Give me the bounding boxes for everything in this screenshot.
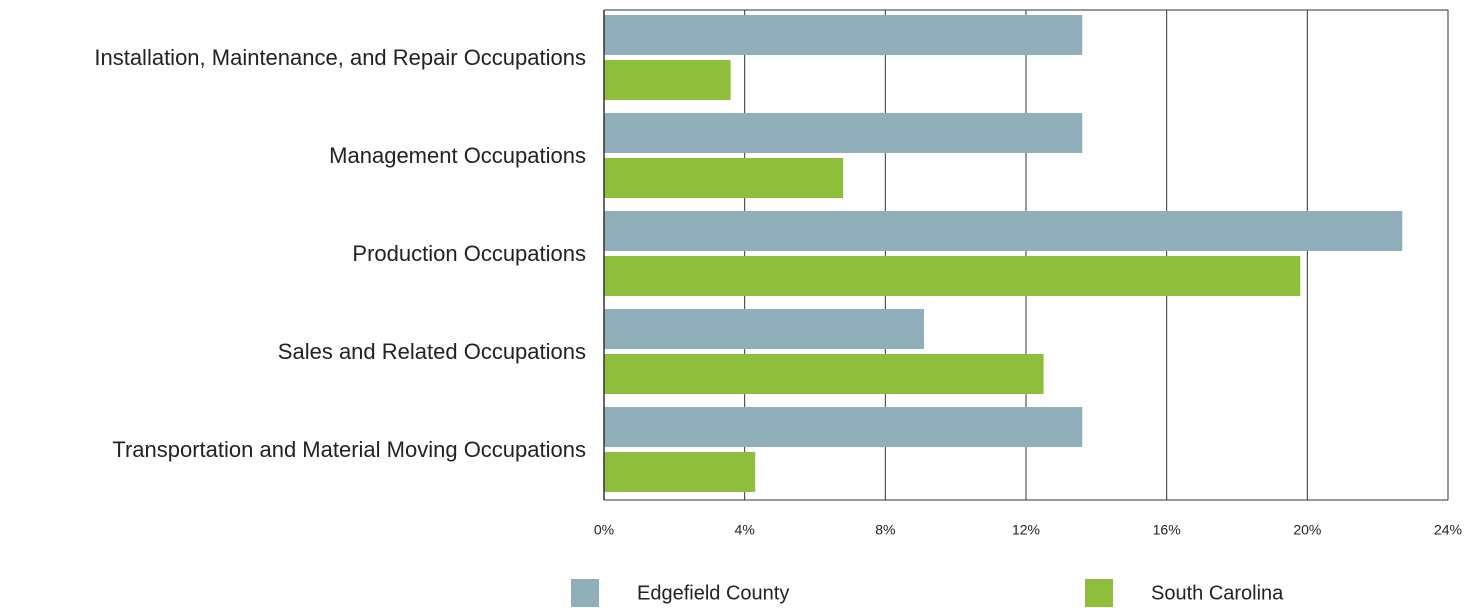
bar	[604, 452, 756, 492]
y-tick-label: Production Occupations	[352, 241, 586, 266]
x-tick-label: 24%	[1434, 522, 1462, 538]
y-tick-label: Installation, Maintenance, and Repair Oc…	[94, 45, 586, 70]
x-tick-label: 20%	[1293, 522, 1321, 538]
y-tick-label: Transportation and Material Moving Occup…	[112, 437, 586, 462]
y-tick-label: Management Occupations	[329, 143, 586, 168]
bar	[604, 407, 1083, 447]
x-tick-label: 8%	[875, 522, 895, 538]
legend-label: Edgefield County	[637, 582, 789, 604]
legend-label: South Carolina	[1151, 582, 1284, 604]
x-tick-label: 16%	[1153, 522, 1181, 538]
bar	[604, 15, 1083, 55]
bar	[604, 60, 731, 100]
bar	[604, 354, 1044, 394]
x-tick-label: 4%	[735, 522, 755, 538]
x-tick-label: 0%	[594, 522, 614, 538]
legend-swatch	[1085, 579, 1113, 607]
bar	[604, 158, 844, 198]
y-tick-label: Sales and Related Occupations	[278, 339, 586, 364]
bar	[604, 309, 925, 349]
legend-swatch	[571, 579, 599, 607]
x-tick-label: 12%	[1012, 522, 1040, 538]
bar	[604, 211, 1403, 251]
bar	[604, 256, 1301, 296]
bar	[604, 113, 1083, 153]
